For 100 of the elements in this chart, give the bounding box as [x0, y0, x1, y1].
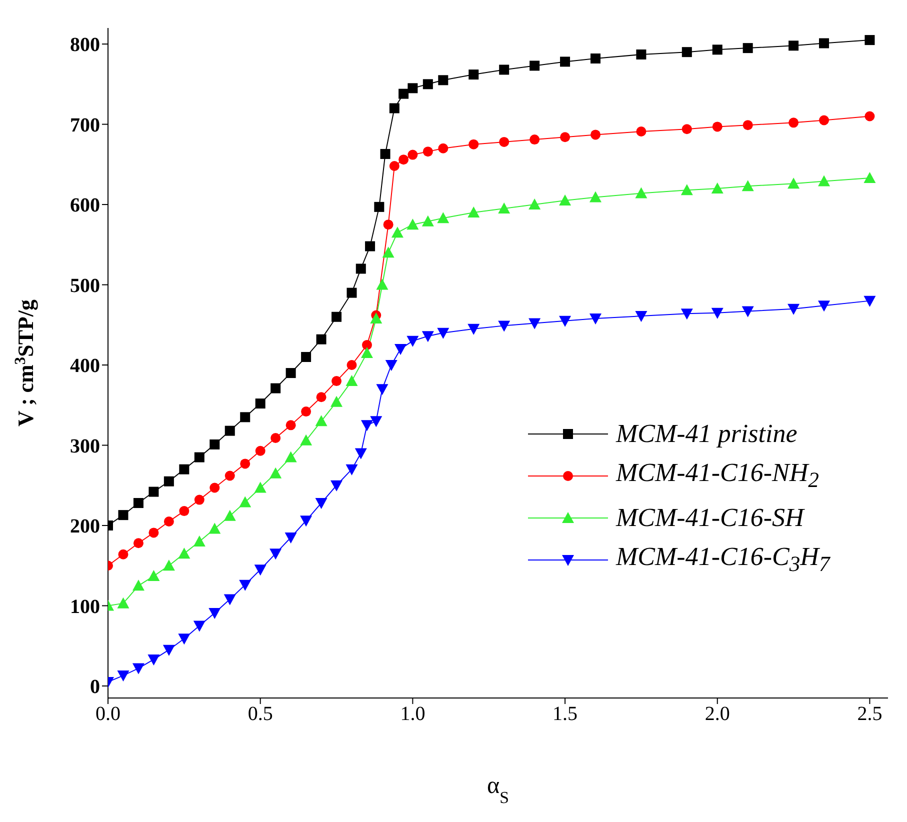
- point: [370, 416, 382, 428]
- point: [818, 175, 830, 186]
- y-tick-label: 400: [70, 355, 100, 378]
- legend-label: MCM-41-C16-NH$_{2}$: [616, 458, 819, 494]
- point: [530, 134, 540, 145]
- y-tick-label: 700: [70, 114, 100, 136]
- point: [374, 202, 384, 212]
- point: [498, 202, 510, 214]
- point: [117, 670, 130, 682]
- point: [315, 498, 328, 510]
- point: [330, 396, 343, 407]
- point: [224, 510, 236, 521]
- point: [210, 439, 220, 450]
- point: [332, 376, 342, 386]
- point: [559, 316, 572, 327]
- point: [179, 464, 190, 474]
- point: [270, 548, 282, 560]
- point: [528, 318, 541, 330]
- point: [210, 482, 220, 493]
- point: [742, 120, 753, 130]
- point: [468, 206, 480, 218]
- y-tick-label: 0: [90, 676, 100, 698]
- point: [437, 328, 450, 339]
- y-tick-label: 300: [70, 435, 100, 458]
- point: [148, 654, 160, 666]
- point: [437, 212, 450, 224]
- point: [286, 368, 296, 378]
- point: [360, 420, 373, 432]
- x-axis-title: α$_{S}$: [487, 773, 509, 806]
- point: [286, 420, 296, 430]
- point: [270, 383, 281, 394]
- y-tick-label: 100: [70, 596, 100, 618]
- point: [398, 88, 409, 99]
- point: [468, 139, 479, 150]
- point: [354, 448, 367, 460]
- point: [408, 150, 418, 160]
- point: [499, 64, 510, 75]
- legend-label: MCM-41-C16-C$_{3}$H$_{7}$: [616, 542, 830, 578]
- point: [133, 498, 144, 508]
- x-tick-label: 2.5: [857, 703, 882, 726]
- point: [360, 346, 373, 358]
- point: [270, 467, 282, 478]
- point: [498, 320, 510, 332]
- point: [382, 246, 394, 258]
- point: [499, 136, 510, 147]
- point: [346, 464, 358, 476]
- point: [162, 560, 175, 571]
- point: [239, 580, 252, 591]
- point: [711, 182, 724, 194]
- point: [590, 191, 602, 202]
- point: [148, 486, 159, 497]
- point: [254, 482, 266, 493]
- point: [240, 412, 250, 422]
- point: [560, 56, 570, 67]
- point: [635, 187, 648, 198]
- point: [270, 433, 281, 444]
- point: [284, 451, 297, 462]
- point: [178, 548, 190, 559]
- point: [682, 47, 692, 58]
- point: [383, 220, 394, 230]
- point: [132, 663, 144, 674]
- point: [224, 470, 235, 481]
- point: [468, 70, 479, 80]
- point: [255, 446, 266, 456]
- point: [394, 344, 406, 355]
- point: [346, 360, 357, 370]
- point: [148, 570, 160, 582]
- point: [438, 75, 448, 86]
- point: [590, 53, 600, 64]
- point: [316, 392, 326, 402]
- point: [316, 334, 326, 344]
- point: [422, 215, 434, 226]
- point: [346, 288, 357, 298]
- point: [132, 580, 144, 591]
- point: [208, 608, 221, 619]
- point: [788, 178, 800, 189]
- point: [742, 306, 754, 318]
- point: [118, 510, 128, 520]
- point: [194, 452, 204, 462]
- point: [422, 79, 433, 90]
- point: [422, 146, 433, 157]
- point: [636, 49, 646, 60]
- point: [406, 218, 419, 230]
- x-tick-label: 0.5: [248, 703, 273, 726]
- point: [346, 375, 358, 386]
- point: [300, 434, 312, 446]
- point: [712, 122, 722, 132]
- point: [818, 300, 830, 312]
- point: [117, 597, 130, 608]
- point: [590, 313, 602, 324]
- point: [179, 506, 190, 516]
- x-tick-label: 1.0: [400, 703, 426, 726]
- point: [301, 406, 312, 417]
- point: [560, 132, 570, 142]
- point: [385, 360, 398, 372]
- point: [389, 161, 400, 172]
- point: [398, 154, 409, 165]
- point: [711, 308, 724, 319]
- point: [224, 426, 235, 436]
- point: [788, 40, 799, 51]
